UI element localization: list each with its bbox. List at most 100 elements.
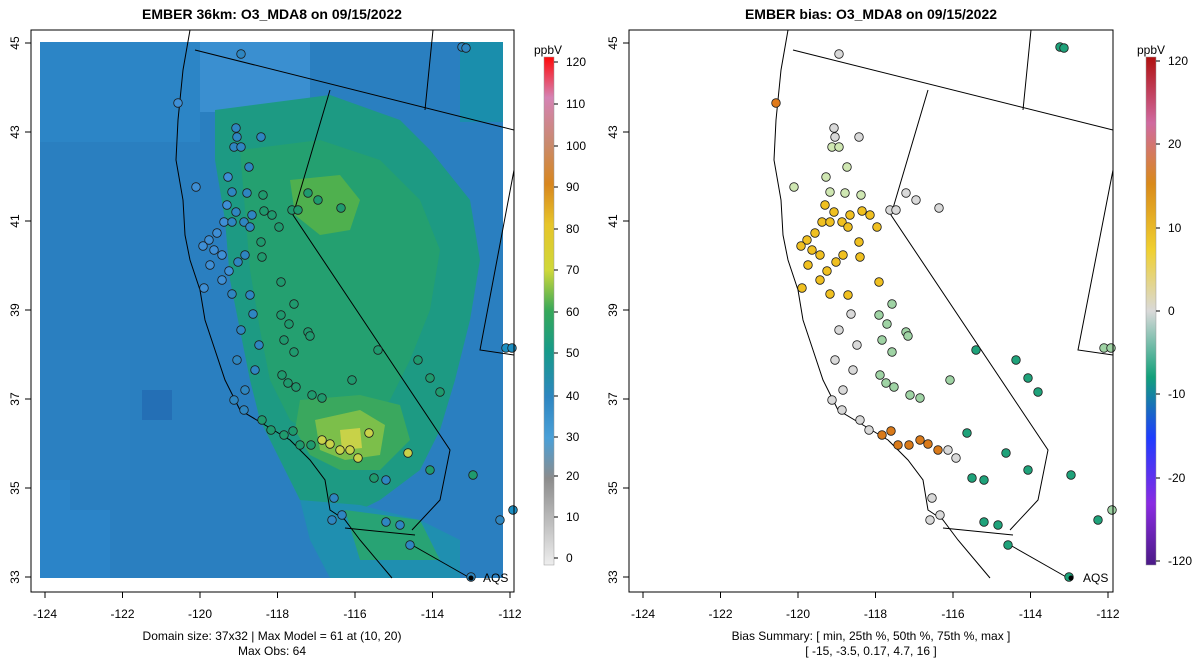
x-tick-label: -118 [266, 607, 289, 621]
y-tick-label: 41 [606, 214, 620, 228]
bias-site-dot [904, 440, 914, 450]
obs-site-dot [347, 375, 357, 385]
obs-site-dot [279, 335, 289, 345]
obs-site-dot [244, 162, 254, 172]
bias-site-dot [837, 217, 847, 227]
obs-site-dot [277, 370, 287, 380]
bias-site-dot [796, 241, 806, 251]
x-tick-label: -122 [708, 607, 732, 621]
bias-site-dot [923, 439, 933, 449]
bias-site-dot [1106, 343, 1116, 353]
obs-site-dot [395, 520, 405, 530]
bias-site-dot [935, 510, 945, 520]
bias-site-dot [979, 517, 989, 527]
obs-site-dot [336, 203, 346, 213]
obs-site-dot [293, 205, 303, 215]
obs-site-dot [233, 257, 243, 267]
obs-site-dot [256, 132, 266, 142]
bias-site-dot [830, 355, 840, 365]
bias-site-dot [864, 425, 874, 435]
legend-tick-label: 30 [566, 430, 580, 444]
obs-site-dot [307, 390, 317, 400]
obs-site-dot [236, 49, 246, 59]
obs-site-dot [227, 187, 237, 197]
aqs-marker-right [1068, 575, 1074, 581]
bias-site-dot [842, 162, 852, 172]
legend-tick-label: 60 [566, 305, 580, 319]
obs-site-dot [236, 325, 246, 335]
bias-site-dot [881, 378, 891, 388]
bias-site-dot [905, 390, 915, 400]
bias-site-dot [825, 187, 835, 197]
left-colorbar [543, 56, 555, 566]
bias-site-dot [875, 370, 885, 380]
obs-site-dot [240, 385, 250, 395]
x-tick-label: -124 [33, 607, 57, 621]
bias-site-dot [848, 365, 858, 375]
bias-site-dot [815, 275, 825, 285]
bias-site-dot [1059, 43, 1069, 53]
obs-site-dot [291, 382, 301, 392]
legend-tick-label: 50 [566, 346, 580, 360]
obs-site-dot [317, 393, 327, 403]
obs-site-dot [240, 250, 250, 260]
obs-site-dot [289, 299, 299, 309]
obs-site-dot [306, 440, 316, 450]
obs-site-dot [250, 365, 260, 375]
bias-site-dot [802, 235, 812, 245]
obs-site-dot [248, 309, 258, 319]
legend-tick-label: 20 [566, 469, 580, 483]
obs-site-dot [381, 517, 391, 527]
obs-site-dot [227, 217, 237, 227]
bias-site-dot [877, 335, 887, 345]
obs-site-dot [435, 387, 445, 397]
obs-site-dot [254, 340, 264, 350]
right-axes: -124 -122 -120 -118 -116 -114 -112 33 35 37 39 41 43… [606, 36, 1120, 621]
left-legend-unit: ppbV [534, 43, 562, 57]
bias-site-dot [797, 283, 807, 293]
obs-site-dot [229, 395, 239, 405]
left-map [40, 30, 514, 579]
bias-site-dot [993, 520, 1003, 530]
obs-site-dot [425, 465, 435, 475]
y-tick-label: 39 [8, 303, 22, 317]
bias-site-dot [934, 203, 944, 213]
obs-site-dot [204, 235, 214, 245]
left-frame [30, 29, 515, 593]
legend-tick-label: 0 [1168, 304, 1175, 318]
obs-site-dot [373, 345, 383, 355]
obs-site-dot [232, 132, 242, 142]
obs-site-dot [327, 515, 337, 525]
legend-tick-label: 10 [566, 510, 580, 524]
y-tick-label: 37 [8, 392, 22, 406]
right-legend-ticks: 120 20 10 0 -10 -20 -120 [1156, 54, 1192, 568]
bias-site-dot [834, 325, 844, 335]
obs-site-dot [199, 283, 209, 293]
aqs-label-left: AQS [483, 571, 508, 585]
obs-site-dot [495, 515, 505, 525]
y-tick-label: 45 [8, 36, 22, 50]
y-tick-label: 43 [8, 125, 22, 139]
obs-site-dot [289, 347, 299, 357]
obs-site-dot [258, 190, 268, 200]
bias-site-dot [911, 195, 921, 205]
legend-tick-label: 0 [566, 551, 573, 565]
bias-site-dot [872, 222, 882, 232]
right-obs-sites [771, 42, 1117, 582]
bias-site-dot [915, 435, 925, 445]
legend-tick-label: -20 [1168, 471, 1186, 485]
obs-site-dot [507, 343, 517, 353]
obs-site-dot [508, 505, 518, 515]
obs-site-dot [245, 222, 255, 232]
bias-site-dot [827, 395, 837, 405]
bias-site-dot [865, 210, 875, 220]
bias-site-dot [831, 257, 841, 267]
bias-site-dot [834, 142, 844, 152]
bias-site-dot [882, 319, 892, 329]
bias-site-dot [789, 182, 799, 192]
bias-site-dot [925, 515, 935, 525]
obs-site-dot [239, 217, 249, 227]
bias-site-dot [967, 473, 977, 483]
obs-site-dot [325, 439, 335, 449]
bias-site-dot [1107, 505, 1117, 515]
